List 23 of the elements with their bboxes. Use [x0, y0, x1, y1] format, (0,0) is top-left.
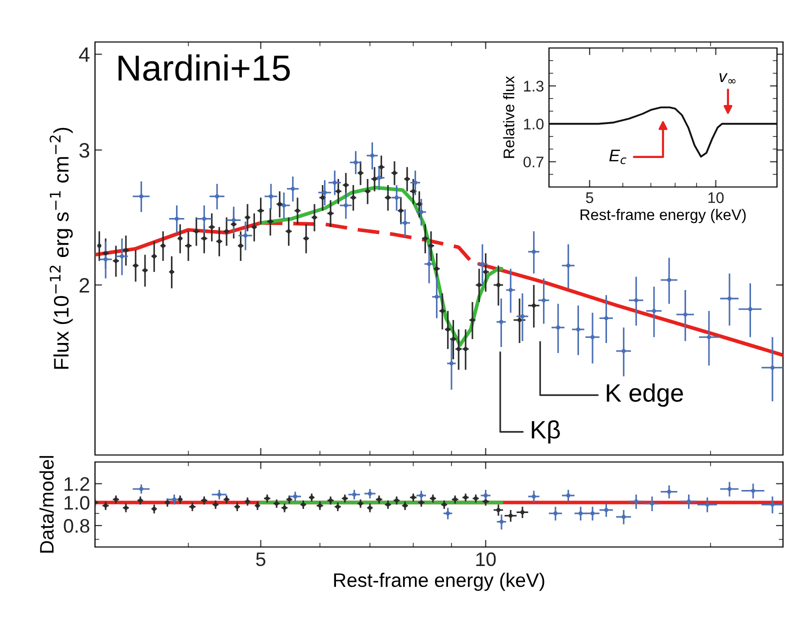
y-tick-label: 1.0 — [64, 496, 90, 510]
x-tick-label: 5 — [586, 192, 594, 204]
annotation: Nardini+15 — [118, 54, 290, 81]
y-tick-label: 0.7 — [524, 156, 544, 168]
y-tick-label: 1.0 — [524, 118, 544, 130]
annotation: K edge — [606, 383, 683, 407]
y-tick-label: 3 — [79, 143, 90, 158]
y-tick-label: 1.2 — [64, 477, 90, 491]
x-axis-title: Rest-frame energy (keV) — [580, 208, 746, 224]
annotation: v$_{∞}$ — [719, 73, 736, 84]
x-tick-label: 10 — [708, 192, 724, 204]
annotation: Kβ — [532, 420, 560, 444]
x-axis-title: Rest-frame energy (keV) — [334, 572, 544, 591]
y-tick-label: 0.8 — [64, 519, 90, 533]
y-tick-label: 2 — [80, 278, 90, 293]
x-tick-label: 5 — [256, 552, 266, 566]
x-tick-label: 10 — [476, 552, 496, 566]
annotation: E$_{c}$ — [609, 150, 626, 164]
y-tick-label: 4 — [79, 47, 90, 62]
y-tick-label: 1.3 — [524, 80, 544, 92]
y-axis-title: Relative flux — [503, 76, 514, 158]
y-axis-title: Flux (10$^{−12}$ erg s$^{−1}$ cm$^{−2}$) — [50, 128, 73, 369]
y-axis-title: Data/model — [39, 456, 54, 553]
